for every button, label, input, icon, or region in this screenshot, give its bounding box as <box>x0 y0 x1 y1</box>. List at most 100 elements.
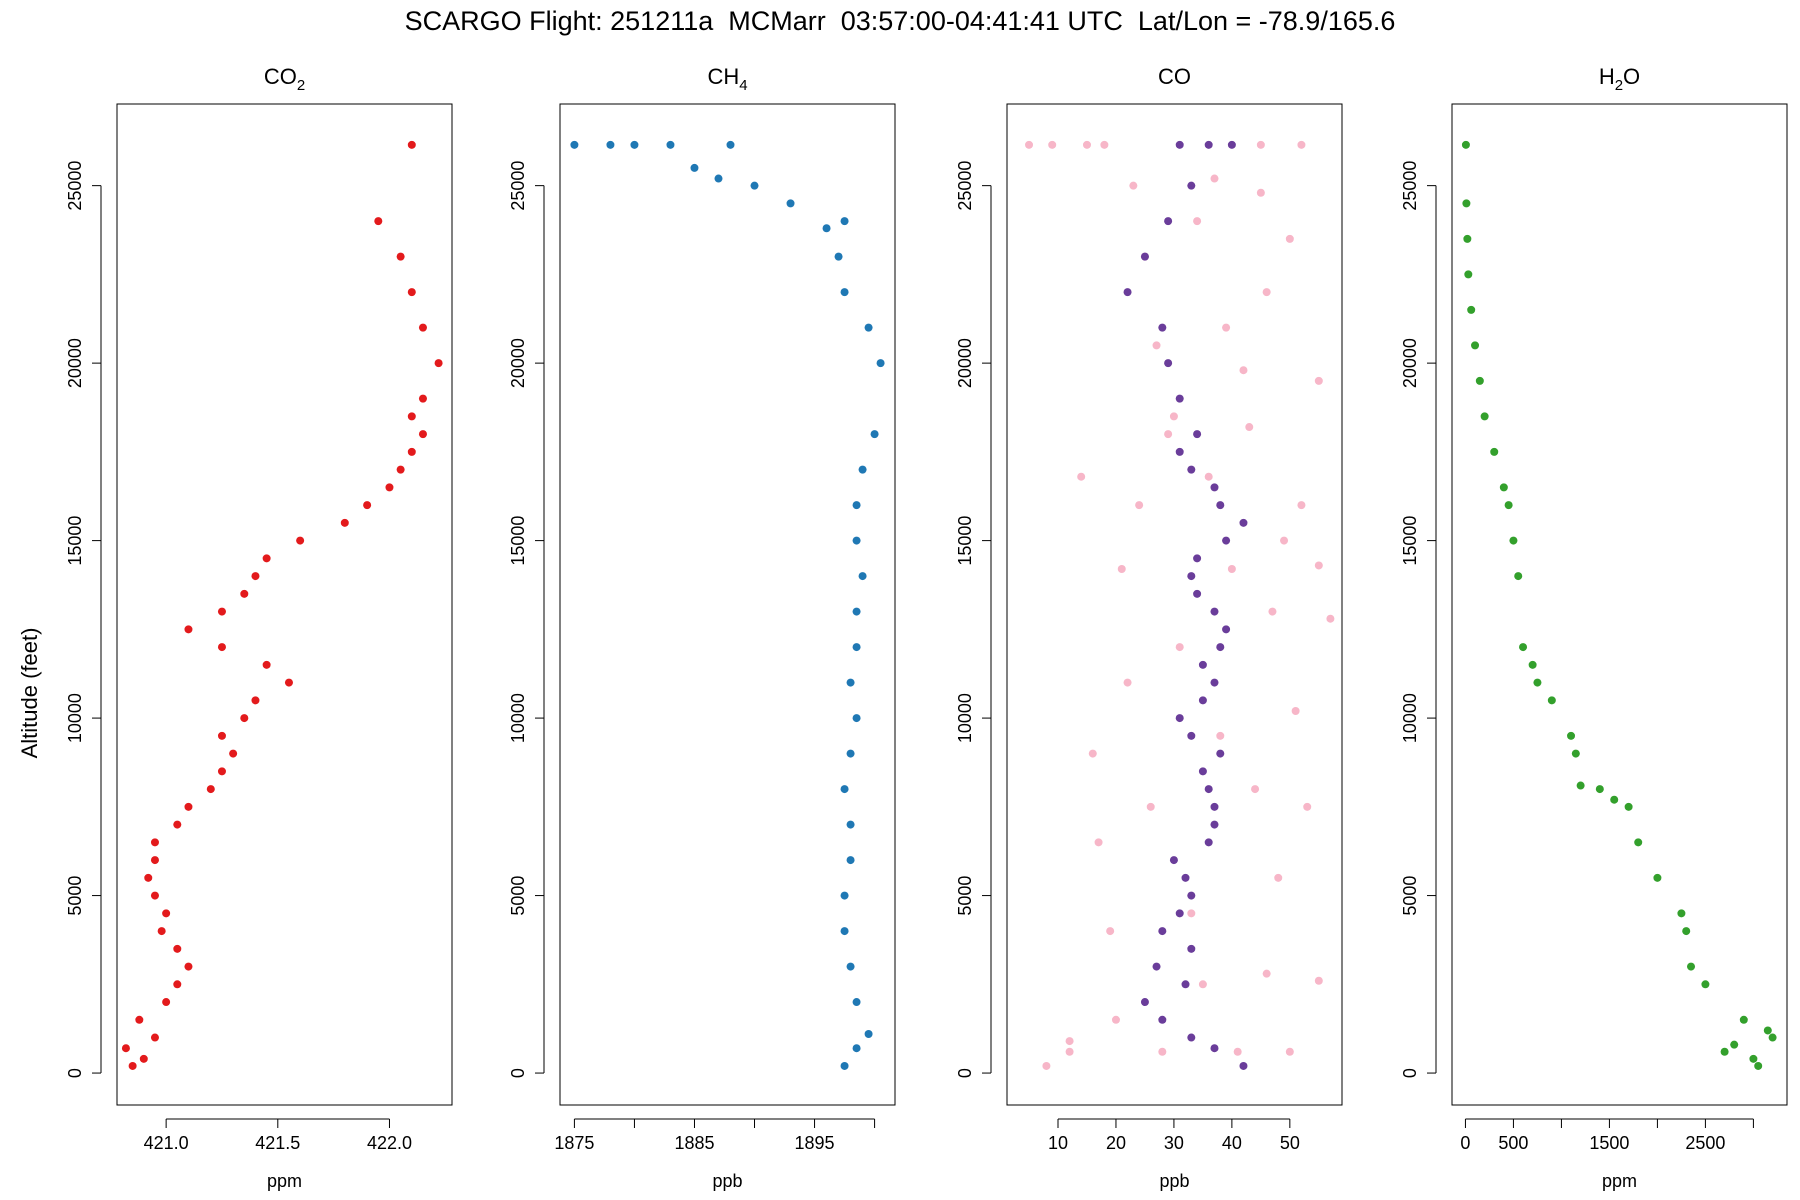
data-point <box>1204 838 1213 847</box>
data-point <box>876 359 885 368</box>
data-point <box>834 252 843 261</box>
y-tick-label: 10000 <box>1400 693 1420 743</box>
chart-panel-2: CH4 1875 1885 1895 ppb 0 5000 10000 15000 20000 25… <box>508 64 896 1191</box>
data-point <box>840 288 849 297</box>
data-point <box>1720 1047 1729 1056</box>
data-point <box>1245 423 1254 432</box>
data-point <box>858 572 867 581</box>
y-tick-label: 20000 <box>65 338 85 388</box>
data-point <box>1297 140 1306 149</box>
data-point <box>1464 270 1473 279</box>
data-point <box>1152 341 1161 350</box>
data-point <box>1504 501 1513 510</box>
y-tick-label: 25000 <box>955 161 975 211</box>
data-point <box>846 962 855 971</box>
figure-title: SCARGO Flight: 251211a MCMarr 03:57:00-0… <box>404 6 1396 36</box>
data-point <box>1123 678 1132 687</box>
data-point <box>840 217 849 226</box>
x-tick-label: 10 <box>1048 1133 1068 1153</box>
data-point <box>1111 1015 1120 1024</box>
data-point <box>229 749 238 758</box>
data-point <box>1175 394 1184 403</box>
data-point <box>1210 820 1219 829</box>
data-point <box>184 962 193 971</box>
data-point <box>1216 749 1225 758</box>
data-point <box>173 820 182 829</box>
data-point <box>1754 1061 1763 1070</box>
data-point <box>1274 873 1283 882</box>
data-point <box>1463 234 1472 243</box>
data-point <box>1193 554 1202 563</box>
data-point <box>1256 140 1265 149</box>
data-point <box>217 767 226 776</box>
data-point <box>1595 785 1604 794</box>
series-ch4 <box>570 140 885 1070</box>
data-point <box>1739 1015 1748 1024</box>
y-tick-label: 15000 <box>955 516 975 566</box>
data-point <box>1610 795 1619 804</box>
y-tick-label: 20000 <box>508 338 528 388</box>
data-point <box>1682 927 1691 936</box>
data-point <box>1262 969 1271 978</box>
data-point <box>284 678 293 687</box>
data-point <box>184 625 193 634</box>
x-axis-label: ppm <box>1602 1171 1637 1191</box>
data-point <box>1210 174 1219 183</box>
data-point <box>1140 252 1149 261</box>
data-point <box>173 980 182 989</box>
y-tick-label: 15000 <box>65 516 85 566</box>
data-point <box>150 838 159 847</box>
x-tick-label: 422.0 <box>367 1133 412 1153</box>
y-tick-label: 10000 <box>508 693 528 743</box>
data-point <box>570 140 579 149</box>
data-point <box>690 163 699 172</box>
data-point <box>846 856 855 865</box>
data-point <box>1204 140 1213 149</box>
data-point <box>1533 678 1542 687</box>
data-point <box>1042 1061 1051 1070</box>
data-point <box>1065 1047 1074 1056</box>
data-point <box>852 607 861 616</box>
x-tick-label: 421.0 <box>144 1133 189 1153</box>
data-point <box>1152 962 1161 971</box>
data-point <box>1251 785 1260 794</box>
data-point <box>434 359 443 368</box>
data-point <box>150 1033 159 1042</box>
data-point <box>418 323 427 332</box>
y-tick-label: 15000 <box>508 516 528 566</box>
data-point <box>407 412 416 421</box>
data-point <box>1187 1033 1196 1042</box>
data-point <box>1187 465 1196 474</box>
data-point <box>726 140 735 149</box>
data-point <box>1314 376 1323 385</box>
data-point <box>1198 696 1207 705</box>
data-point <box>1701 980 1710 989</box>
x-tick-label: 40 <box>1222 1133 1242 1153</box>
data-point <box>846 820 855 829</box>
x-tick-label: 20 <box>1106 1133 1126 1153</box>
panel-title: CH4 <box>707 64 747 94</box>
data-point <box>1164 430 1173 439</box>
data-point <box>1222 323 1231 332</box>
data-point <box>1198 767 1207 776</box>
data-point <box>296 536 305 545</box>
series-co <box>1123 140 1248 1070</box>
data-point <box>1065 1037 1074 1046</box>
data-point <box>852 643 861 652</box>
data-point <box>1519 643 1528 652</box>
data-point <box>1576 781 1585 790</box>
data-point <box>1158 927 1167 936</box>
data-point <box>1140 998 1149 1007</box>
data-point <box>418 430 427 439</box>
data-point <box>1268 607 1277 616</box>
x-tick-label: 1885 <box>674 1133 714 1153</box>
data-point <box>1280 536 1289 545</box>
data-point <box>1187 944 1196 953</box>
data-point <box>1210 802 1219 811</box>
data-point <box>150 856 159 865</box>
data-point <box>173 944 182 953</box>
data-point <box>1187 572 1196 581</box>
data-point <box>714 174 723 183</box>
data-point <box>251 696 260 705</box>
